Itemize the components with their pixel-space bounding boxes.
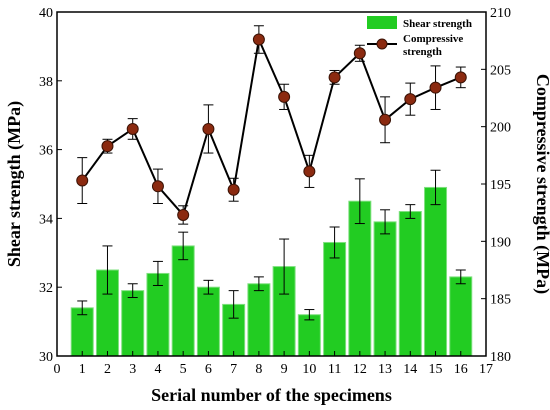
- x-tick-label-12: 12: [353, 362, 367, 377]
- right-axis-label: Compressive strength (MPa): [532, 74, 550, 294]
- right-tick-label-205: 205: [490, 63, 511, 78]
- compressive-strength-markers: [76, 33, 467, 221]
- shear-bar-5: [171, 245, 195, 357]
- x-tick-label-15: 15: [429, 362, 443, 377]
- compressive-point-15: [429, 81, 442, 94]
- compressive-point-8: [252, 33, 265, 46]
- legend: Shear strength Compressive strength: [367, 16, 472, 58]
- left-tick-label-32: 32: [39, 281, 53, 296]
- compressive-point-3: [126, 122, 139, 135]
- compressive-point-11: [328, 71, 341, 84]
- compressive-point-9: [278, 90, 291, 103]
- left-tick-label-38: 38: [39, 75, 53, 90]
- compressive-point-14: [404, 93, 417, 106]
- compressive-point-12: [353, 47, 366, 60]
- shear-bar-12: [348, 200, 372, 357]
- shear-bar-3: [121, 290, 145, 357]
- compressive-point-10: [303, 165, 316, 178]
- compressive-point-2: [101, 140, 114, 153]
- x-tick-label-7: 7: [230, 362, 237, 377]
- left-tick-label-30: 30: [39, 350, 53, 365]
- x-tick-label-13: 13: [378, 362, 392, 377]
- x-tick-label-16: 16: [454, 362, 468, 377]
- compressive-point-13: [379, 113, 392, 126]
- left-tick-label-36: 36: [39, 144, 53, 159]
- shear-bar-10: [297, 314, 321, 357]
- compressive-point-1: [76, 174, 89, 187]
- compressive-point-6: [202, 122, 215, 135]
- x-tick-label-8: 8: [255, 362, 262, 377]
- left-axis-label: Shear strength (MPa): [4, 101, 25, 267]
- x-axis-ticks: 0 1 2 3 4 5 6 7 8 9 10 11 12 13 14 15 16 17: [54, 351, 493, 377]
- x-tick-label-2: 2: [104, 362, 111, 377]
- x-tick-label-14: 14: [403, 362, 417, 377]
- x-tick-label-17: 17: [479, 362, 493, 377]
- compressive-point-4: [151, 180, 164, 193]
- left-axis-ticks: 30 32 34 36 38 40: [39, 6, 62, 365]
- shear-bar-16: [449, 276, 473, 357]
- shear-strength-error-bars: [77, 169, 466, 321]
- x-tick-label-5: 5: [180, 362, 187, 377]
- shear-bar-13: [373, 221, 397, 357]
- right-tick-label-180: 180: [490, 350, 511, 365]
- legend-compressive-strength-label: Compressive strength: [403, 33, 463, 58]
- legend-shear-strength-label: Shear strength: [403, 18, 472, 30]
- legend-bar-swatch: [367, 16, 397, 29]
- x-tick-label-3: 3: [129, 362, 136, 377]
- right-tick-label-190: 190: [490, 235, 511, 250]
- compressive-point-16: [454, 71, 467, 84]
- x-tick-label-9: 9: [281, 362, 288, 377]
- legend-marker-swatch: [376, 38, 388, 50]
- compressive-point-7: [227, 183, 240, 196]
- left-tick-label-40: 40: [39, 6, 53, 21]
- x-axis-label: Serial number of the specimens: [151, 385, 392, 405]
- x-tick-label-6: 6: [205, 362, 212, 377]
- x-tick-label-0: 0: [54, 362, 61, 377]
- compressive-strength-line: [81, 36, 462, 217]
- x-tick-label-4: 4: [154, 362, 161, 377]
- shear-bar-6: [196, 286, 220, 357]
- shear-bar-11: [323, 241, 347, 357]
- right-tick-label-195: 195: [490, 178, 511, 193]
- right-tick-label-210: 210: [490, 6, 511, 21]
- compressive-strength-path: [81, 36, 462, 217]
- compressive-point-5: [177, 208, 190, 221]
- shear-bar-8: [247, 283, 271, 357]
- right-axis-ticks: 180 185 190 195 200 205 210: [481, 6, 511, 365]
- shear-bar-15: [424, 186, 448, 357]
- right-tick-label-185: 185: [490, 293, 511, 308]
- x-tick-label-11: 11: [328, 362, 341, 377]
- shear-bar-14: [398, 211, 422, 357]
- x-tick-label-1: 1: [79, 362, 86, 377]
- right-tick-label-200: 200: [490, 121, 511, 136]
- left-tick-label-34: 34: [39, 212, 53, 227]
- x-tick-label-10: 10: [302, 362, 316, 377]
- shear-strength-bars: [70, 186, 473, 357]
